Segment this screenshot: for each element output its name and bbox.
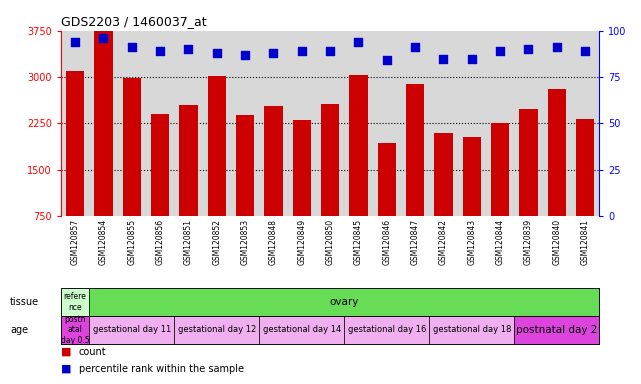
Bar [292, 120, 311, 216]
Point [381, 57, 392, 63]
Point [240, 52, 250, 58]
Point [70, 39, 80, 45]
Text: postn
atal
day 0.5: postn atal day 0.5 [61, 315, 89, 345]
Point [438, 55, 449, 61]
Bar [378, 143, 396, 216]
Bar [434, 133, 453, 216]
Text: gestational day 14: gestational day 14 [263, 326, 341, 334]
Bar [514, 316, 599, 344]
Bar [208, 76, 226, 216]
Text: age: age [10, 325, 28, 335]
Text: ovary: ovary [329, 297, 359, 307]
Point [523, 46, 533, 52]
Bar [151, 114, 169, 216]
Point [552, 44, 562, 50]
Point [410, 44, 420, 50]
Text: tissue: tissue [10, 297, 39, 307]
Text: GDS2203 / 1460037_at: GDS2203 / 1460037_at [61, 15, 206, 28]
Text: gestational day 11: gestational day 11 [92, 326, 171, 334]
Bar [349, 74, 368, 216]
Bar [321, 104, 339, 216]
Text: gestational day 18: gestational day 18 [433, 326, 511, 334]
Bar [264, 106, 283, 216]
Text: refere
nce: refere nce [63, 292, 87, 312]
Text: postnatal day 2: postnatal day 2 [516, 325, 597, 335]
Point [325, 48, 335, 54]
Bar [179, 105, 197, 216]
Text: count: count [79, 347, 106, 357]
Point [580, 48, 590, 54]
Bar [406, 84, 424, 216]
Bar [122, 78, 141, 216]
Bar [236, 115, 254, 216]
Point [297, 48, 307, 54]
Bar [174, 316, 259, 344]
Bar [429, 316, 514, 344]
Text: ■: ■ [61, 347, 71, 357]
Point [353, 39, 363, 45]
Point [155, 48, 165, 54]
Bar [519, 109, 538, 216]
Bar [61, 316, 89, 344]
Bar [66, 71, 84, 216]
Point [495, 48, 505, 54]
Text: gestational day 16: gestational day 16 [347, 326, 426, 334]
Text: gestational day 12: gestational day 12 [178, 326, 256, 334]
Bar [259, 316, 344, 344]
Point [183, 46, 194, 52]
Point [98, 35, 108, 41]
Bar [491, 123, 510, 216]
Bar [576, 119, 594, 216]
Bar [94, 27, 113, 216]
Point [269, 50, 279, 56]
Point [467, 55, 477, 61]
Bar [463, 137, 481, 216]
Bar [61, 288, 89, 316]
Point [212, 50, 222, 56]
Point [127, 44, 137, 50]
Bar [344, 316, 429, 344]
Bar [547, 89, 566, 216]
Text: percentile rank within the sample: percentile rank within the sample [79, 364, 244, 374]
Bar [89, 316, 174, 344]
Text: ■: ■ [61, 364, 71, 374]
